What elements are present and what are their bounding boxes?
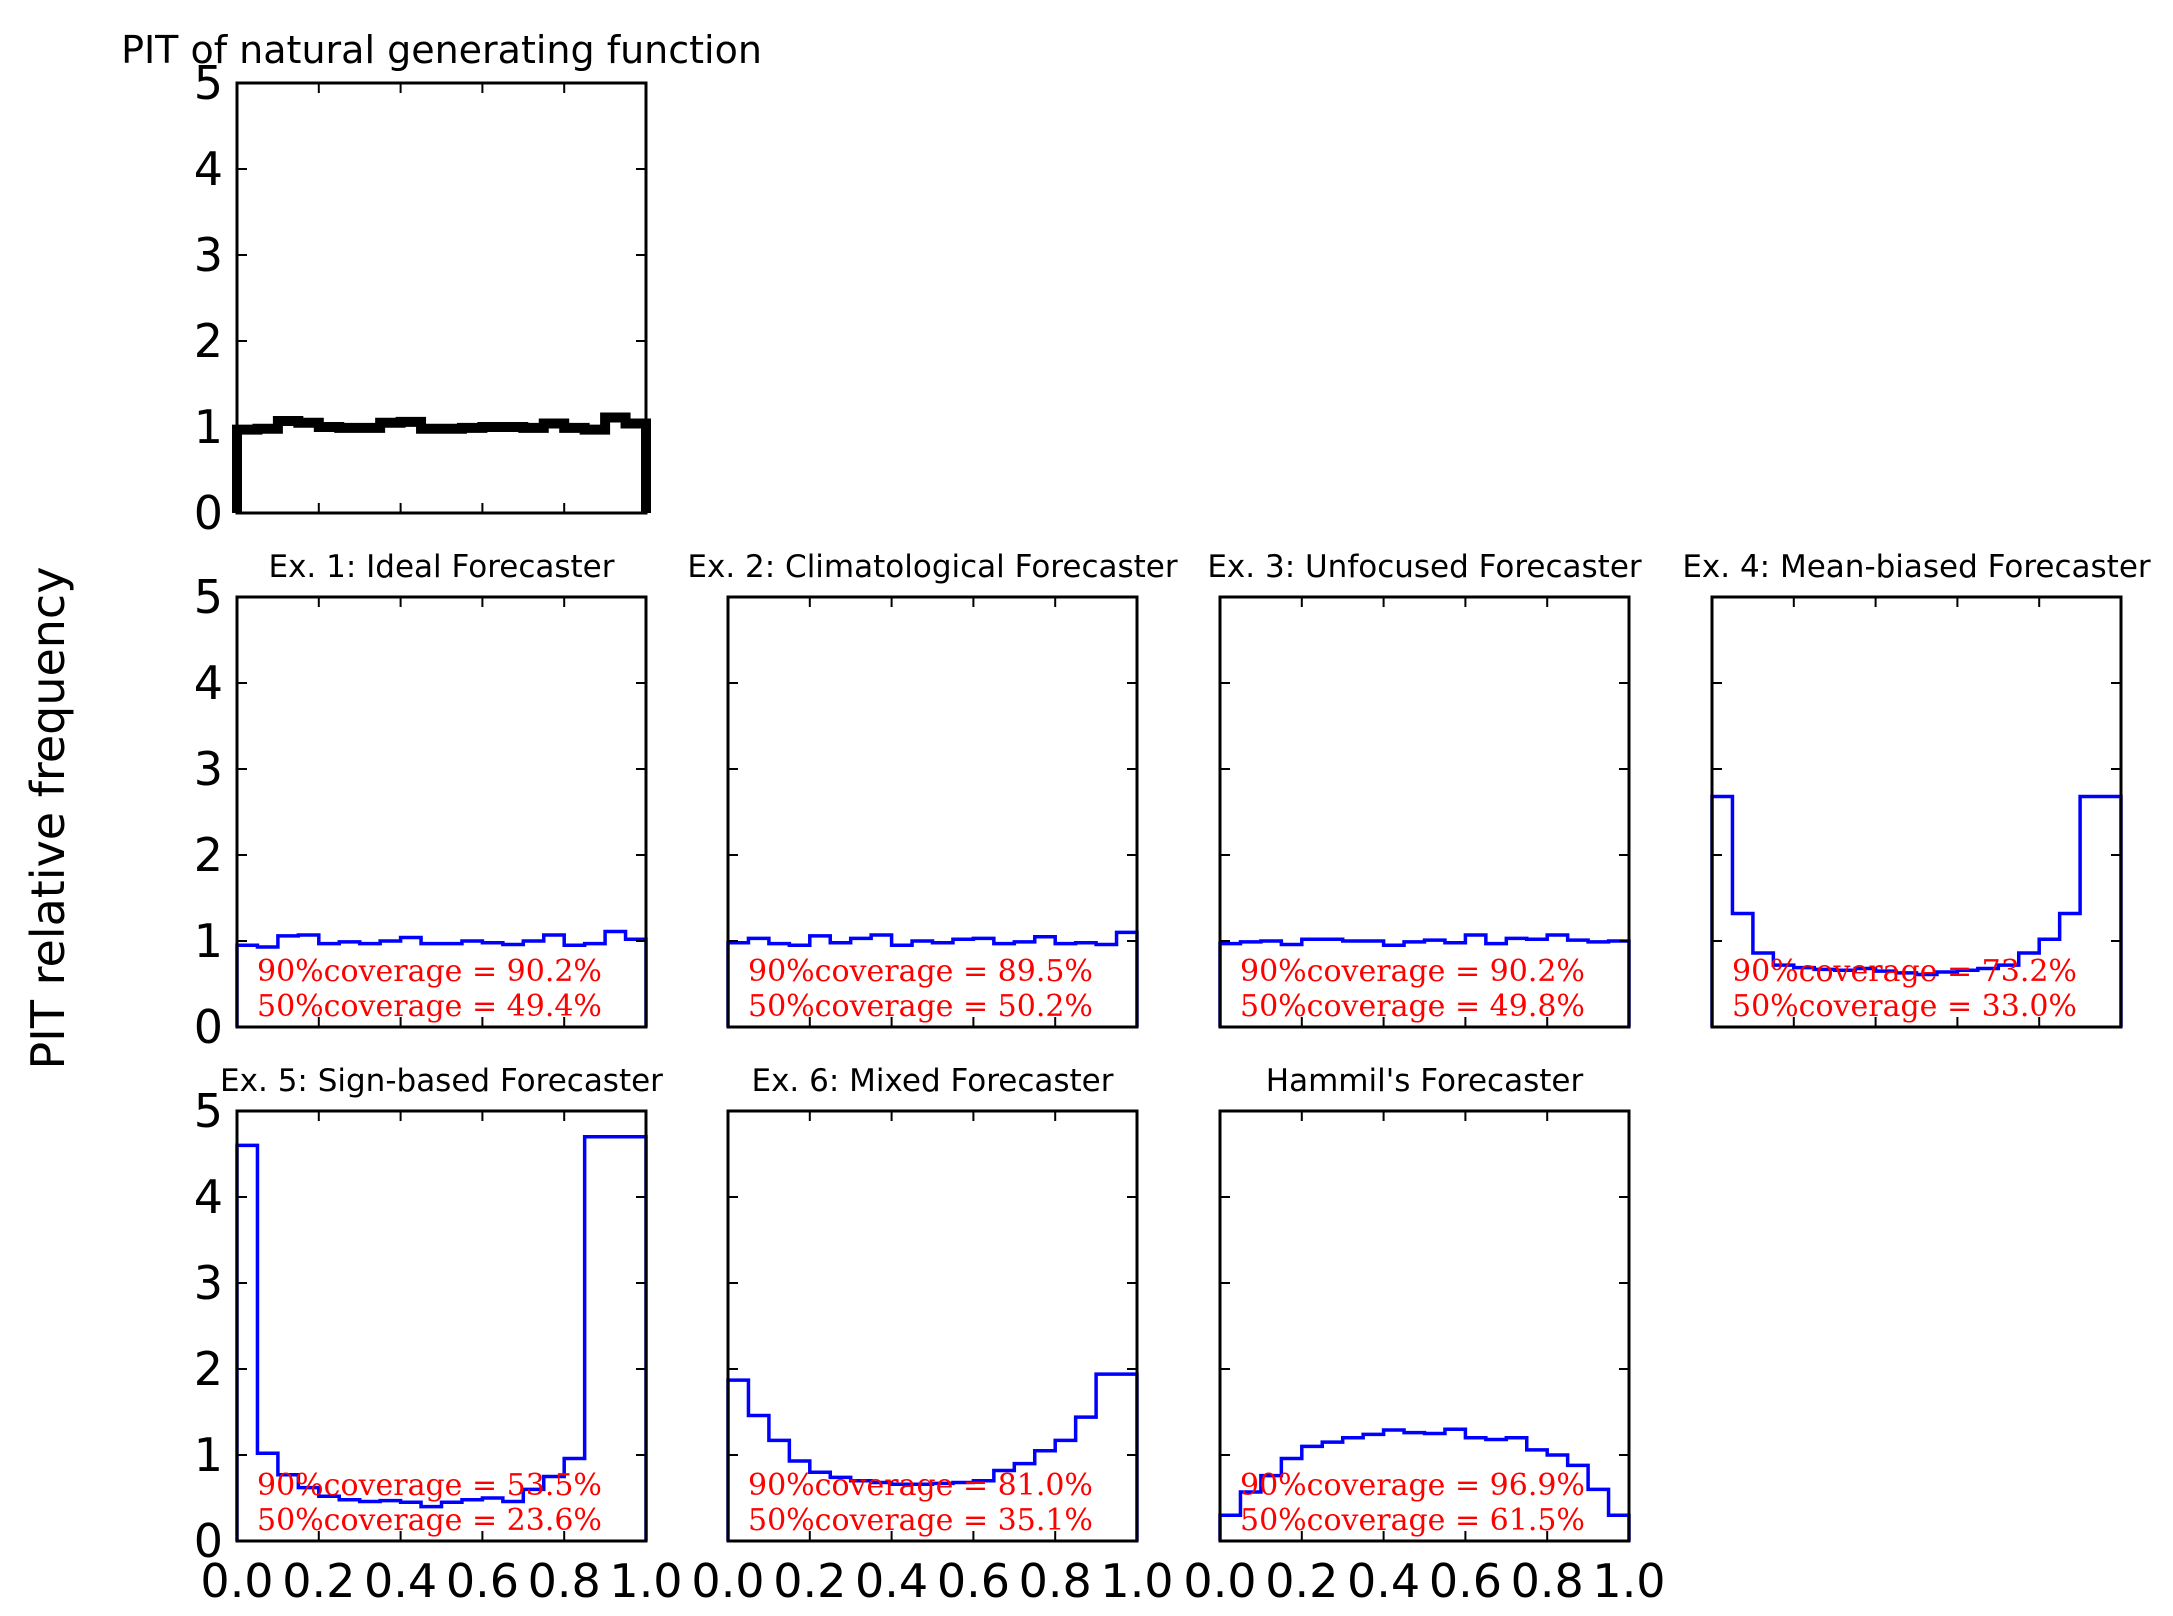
y-tick-label: 1 xyxy=(194,914,223,968)
panel-7: Hammil's Forecaster 0.0 0.2 0.4 0.6 0.8 1.0 90%… xyxy=(1183,1063,1665,1608)
y-tick-label: 4 xyxy=(194,656,223,710)
x-tick-label: 0.8 xyxy=(528,1554,601,1608)
y-tick-label: 3 xyxy=(194,228,223,282)
panel-0: PIT of natural generating function 0 1 2 3 4 5 xyxy=(121,28,762,540)
coverage-annotation: 50%coverage = 49.4% xyxy=(257,989,602,1024)
panel-4: Ex. 4: Mean-biased Forecaster 90%coverage… xyxy=(1682,549,2151,1029)
y-tick-label: 1 xyxy=(194,1428,223,1482)
x-tick-label: 0.0 xyxy=(691,1554,764,1608)
x-tick-label: 0.0 xyxy=(1183,1554,1256,1608)
axes-frame xyxy=(235,81,648,515)
y-tick-label: 4 xyxy=(194,142,223,196)
y-tick-label: 5 xyxy=(194,1084,223,1138)
coverage-annotation: 90%coverage = 53.5% xyxy=(257,1468,602,1503)
coverage-annotation: 90%coverage = 96.9% xyxy=(1240,1468,1585,1503)
axes-frame xyxy=(726,1109,1139,1543)
coverage-annotation: 90%coverage = 90.2% xyxy=(1240,954,1585,989)
coverage-annotation: 50%coverage = 49.8% xyxy=(1240,989,1585,1024)
x-tick-label: 1.0 xyxy=(609,1554,682,1608)
y-tick-label: 0 xyxy=(194,1000,223,1054)
x-tick-label: 0.4 xyxy=(855,1554,928,1608)
y-tick-label: 4 xyxy=(194,1170,223,1224)
x-tick-label: 1.0 xyxy=(1100,1554,1173,1608)
panel-title: Ex. 3: Unfocused Forecaster xyxy=(1207,549,1642,585)
y-tick-label: 0 xyxy=(194,486,223,540)
histogram-series xyxy=(1218,1427,1631,1541)
x-tick-label: 0.6 xyxy=(937,1554,1010,1608)
x-tick-label: 0.2 xyxy=(282,1554,355,1608)
coverage-annotation: 90%coverage = 73.2% xyxy=(1732,954,2077,989)
axes-frame xyxy=(235,595,648,1029)
x-tick-label: 0.4 xyxy=(1347,1554,1420,1608)
panel-title: PIT of natural generating function xyxy=(121,28,762,72)
panel-title: Ex. 1: Ideal Forecaster xyxy=(268,549,614,585)
x-tick-label: 0.2 xyxy=(773,1554,846,1608)
histogram-series xyxy=(235,1135,648,1541)
axes-frame xyxy=(1710,595,2123,1029)
panel-6: Ex. 6: Mixed Forecaster 0.0 0.2 0.4 0.6 0.8 1.… xyxy=(691,1063,1173,1608)
coverage-annotation: 50%coverage = 61.5% xyxy=(1240,1503,1585,1538)
histogram-series xyxy=(232,412,651,513)
coverage-annotation: 50%coverage = 33.0% xyxy=(1732,989,2077,1024)
x-tick-label: 0.2 xyxy=(1265,1554,1338,1608)
y-tick-label: 2 xyxy=(194,314,223,368)
panel-2: Ex. 2: Climatological Forecaster 90%cover… xyxy=(687,549,1178,1029)
x-tick-label: 0.0 xyxy=(200,1554,273,1608)
panels: PIT of natural generating function 0 1 2 3 4 5… xyxy=(121,28,2151,1608)
coverage-annotation: 50%coverage = 50.2% xyxy=(748,989,1093,1024)
x-tick-label: 0.6 xyxy=(1429,1554,1502,1608)
y-tick-label: 3 xyxy=(194,1256,223,1310)
x-tick-label: 0.4 xyxy=(364,1554,437,1608)
histogram-series xyxy=(726,930,1139,1027)
y-tick-label: 1 xyxy=(194,400,223,454)
panel-5: Ex. 5: Sign-based Forecaster 0 1 2 3 4 5 0.0 0.2… xyxy=(194,1063,683,1608)
panel-title: Ex. 5: Sign-based Forecaster xyxy=(220,1063,663,1099)
coverage-annotation: 90%coverage = 81.0% xyxy=(748,1468,1093,1503)
coverage-annotation: 90%coverage = 90.2% xyxy=(257,954,602,989)
histogram-series xyxy=(1218,933,1631,1027)
axes-frame xyxy=(726,595,1139,1029)
histogram-series xyxy=(1710,794,2123,1027)
panel-title: Ex. 2: Climatological Forecaster xyxy=(687,549,1177,585)
x-tick-label: 0.6 xyxy=(446,1554,519,1608)
coverage-annotation: 50%coverage = 23.6% xyxy=(257,1503,602,1538)
y-axis-label: PIT relative frequency xyxy=(21,567,75,1070)
axes-frame xyxy=(1218,1109,1631,1543)
panel-1: Ex. 1: Ideal Forecaster 0 1 2 3 4 5 90%coverage… xyxy=(194,549,648,1054)
y-tick-label: 5 xyxy=(194,56,223,110)
panel-title: Ex. 6: Mixed Forecaster xyxy=(751,1063,1113,1099)
y-tick-label: 2 xyxy=(194,828,223,882)
panel-3: Ex. 3: Unfocused Forecaster 90%coverage =… xyxy=(1207,549,1642,1029)
axes-frame xyxy=(1218,595,1631,1029)
y-tick-label: 0 xyxy=(194,1514,223,1568)
histogram-series xyxy=(235,929,648,1027)
x-tick-label: 0.8 xyxy=(1511,1554,1584,1608)
histogram-series xyxy=(726,1372,1139,1541)
y-tick-label: 2 xyxy=(194,1342,223,1396)
coverage-annotation: 90%coverage = 89.5% xyxy=(748,954,1093,989)
axes-frame xyxy=(235,1109,648,1543)
panel-title: Ex. 4: Mean-biased Forecaster xyxy=(1682,549,2151,585)
panel-title: Hammil's Forecaster xyxy=(1266,1063,1584,1099)
x-tick-label: 1.0 xyxy=(1592,1554,1665,1608)
y-tick-label: 3 xyxy=(194,742,223,796)
x-tick-label: 0.8 xyxy=(1019,1554,1092,1608)
y-tick-label: 5 xyxy=(194,570,223,624)
coverage-annotation: 50%coverage = 35.1% xyxy=(748,1503,1093,1538)
